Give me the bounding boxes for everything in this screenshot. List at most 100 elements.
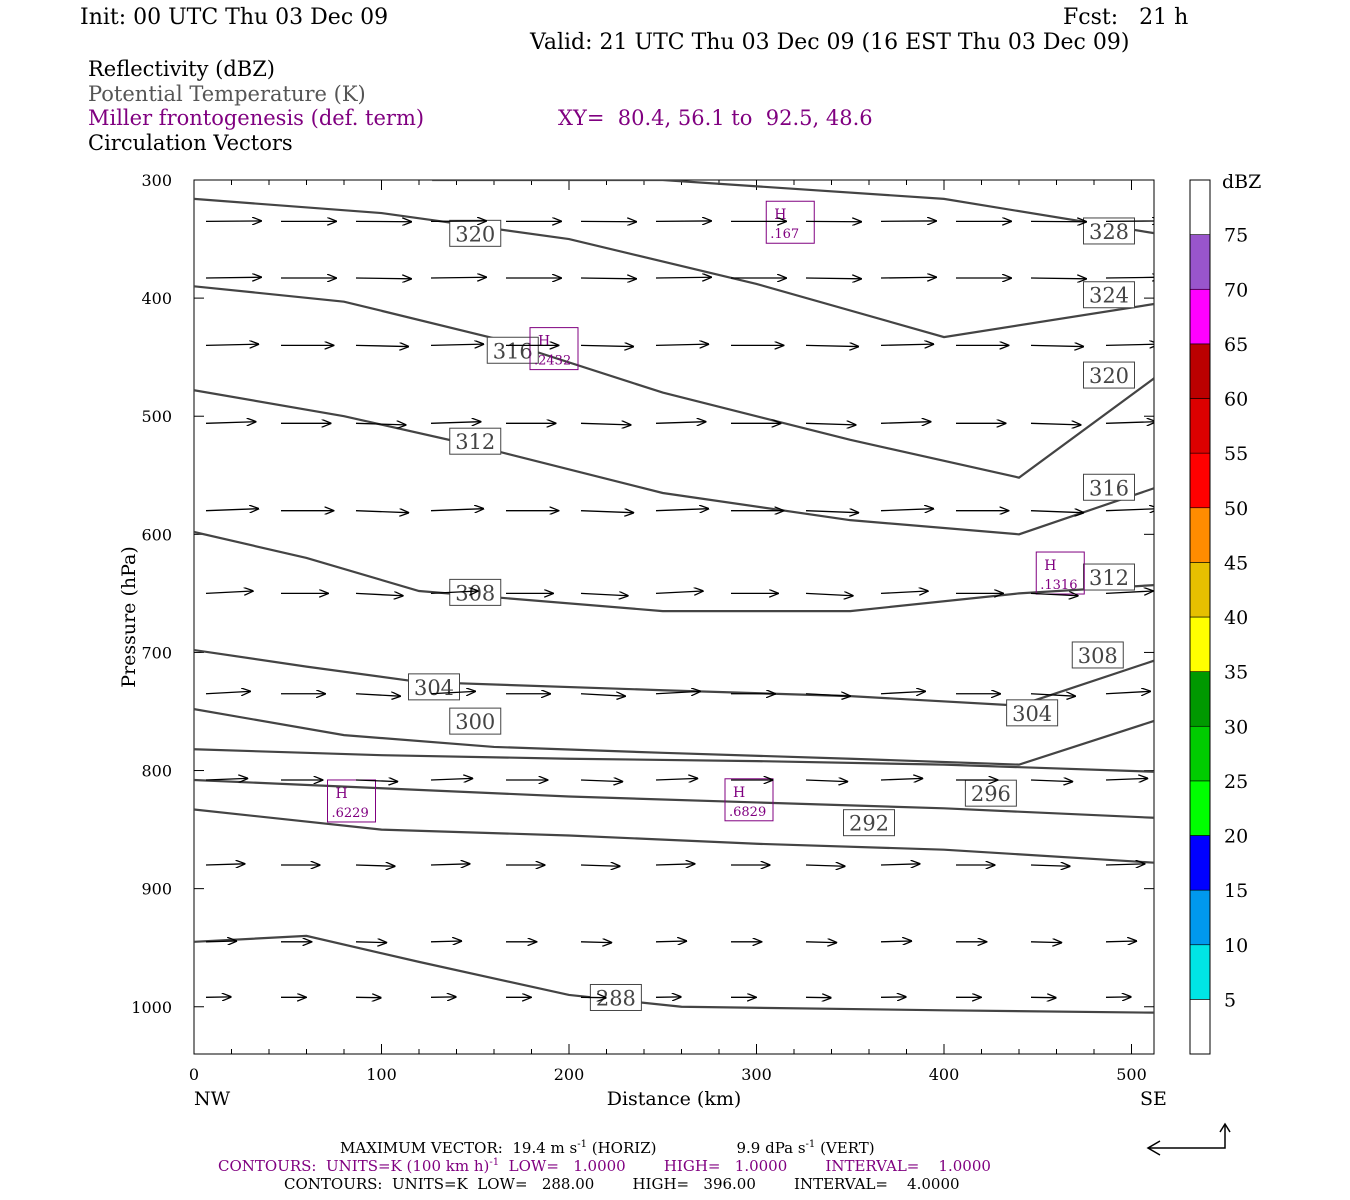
circulation-vector — [430, 691, 475, 693]
colorbar-tick-label: 65 — [1224, 334, 1248, 356]
circulation-vector — [1030, 593, 1078, 595]
max-vector-horiz-exp: -1 — [577, 1139, 587, 1150]
circulation-vector — [430, 422, 481, 424]
theta-contour-line — [194, 197, 1154, 339]
circulation-vector — [880, 864, 920, 865]
theta-contour-label: 308 — [1078, 644, 1118, 668]
circulation-vector — [1105, 422, 1154, 424]
contours-frontogenesis-units: CONTOURS: UNITS=K (100 km h) — [218, 1157, 490, 1175]
colorbar-frame — [1189, 179, 1211, 1055]
circulation-vector — [1105, 509, 1154, 511]
circulation-vector — [1030, 345, 1083, 346]
circulation-vector — [430, 864, 470, 865]
circulation-vector — [205, 941, 236, 942]
theta-contour-label: 312 — [455, 430, 495, 454]
theta-contour-line — [194, 389, 1154, 536]
theta-contour-label-box — [964, 779, 1017, 807]
circulation-vector — [430, 778, 472, 780]
max-vector-vert-tag: (VERT) — [815, 1139, 875, 1157]
circulation-vector — [205, 778, 247, 780]
x-tick-label: 400 — [929, 1065, 960, 1084]
colorbar-tick-label: 20 — [1224, 826, 1248, 848]
colorbar-tick-label: 25 — [1224, 771, 1248, 793]
circulation-vector — [655, 344, 708, 345]
x-tick-label: 300 — [741, 1065, 772, 1084]
vector-group — [205, 221, 1154, 998]
theta-contour-label: 312 — [1089, 566, 1129, 590]
circulation-vector — [205, 344, 258, 345]
circulation-vector — [1105, 778, 1147, 780]
circulation-vector — [655, 941, 686, 942]
circulation-vector — [880, 509, 933, 511]
circulation-vector — [430, 941, 461, 942]
x-tick-label: 0 — [189, 1065, 199, 1084]
circulation-vector — [805, 942, 836, 943]
circulation-vector — [205, 277, 261, 278]
y-tick-label: 500 — [141, 407, 172, 426]
colorbar-segment — [1189, 343, 1211, 399]
frontogenesis-high-value: .1316 — [1040, 578, 1077, 593]
theta-contour-label: 288 — [596, 986, 636, 1010]
x-axis-title: Distance (km) — [607, 1088, 742, 1110]
theta-contour-label: 304 — [1012, 702, 1052, 726]
colorbar-segment — [1189, 507, 1211, 563]
theta-contour-line — [432, 180, 1154, 235]
colorbar-segment — [1189, 452, 1211, 509]
plot-frame — [193, 179, 1155, 1055]
colorbar-tick-label: 15 — [1224, 880, 1248, 902]
circulation-vector — [1030, 511, 1083, 513]
circulation-vector — [880, 344, 933, 345]
x-end-label-nw: NW — [194, 1088, 231, 1110]
circulation-vector — [430, 344, 483, 345]
colorbar-segment — [1189, 398, 1211, 454]
theta-contour-group — [194, 180, 1154, 1014]
colorbar-segment — [1189, 835, 1211, 891]
circulation-vector — [580, 942, 611, 943]
circulation-vector — [580, 278, 636, 279]
colorbar-segment — [1189, 725, 1211, 782]
colorbar-segment — [1189, 562, 1211, 618]
reference-vector-head-up — [1219, 1122, 1231, 1133]
circulation-vector — [1105, 864, 1145, 865]
theta-contour-line — [194, 778, 1154, 819]
frontogenesis-high-box — [1035, 551, 1085, 595]
colorbar-segment — [1189, 671, 1211, 727]
theta-contour-label-box — [1083, 281, 1135, 309]
field-miller: Miller frontogenesis (def. term) — [88, 106, 425, 130]
colorbar-segment — [1189, 999, 1211, 1055]
colorbar-tick-label: 70 — [1224, 279, 1248, 301]
circulation-vector — [355, 694, 400, 696]
frontogenesis-high-marker: H — [538, 334, 550, 350]
init-time: Init: 00 UTC Thu 03 Dec 09 — [80, 5, 389, 30]
circulation-vector — [655, 422, 706, 424]
y-tick-label: 600 — [141, 525, 172, 544]
reference-vector — [1148, 1124, 1226, 1149]
colorbar-tick-label: 10 — [1224, 935, 1248, 957]
circulation-vector — [805, 865, 845, 866]
circulation-vector — [205, 509, 258, 511]
theta-contour-line — [194, 708, 1154, 766]
circulation-vector — [1030, 423, 1081, 425]
theta-contour-label: 292 — [849, 812, 889, 836]
cross-section-endpoints: XY= 80.4, 56.1 to 92.5, 48.6 — [558, 106, 873, 130]
theta-contour-label-box — [843, 809, 895, 837]
max-vector-vert-exp: -1 — [805, 1139, 816, 1150]
theta-contour-line — [194, 808, 1154, 864]
theta-contour-label-box — [408, 673, 460, 701]
x-tick-label: 100 — [366, 1065, 397, 1084]
circulation-vector — [355, 278, 411, 279]
x-tick-label: 500 — [1116, 1065, 1147, 1084]
colorbar-segment — [1189, 234, 1211, 290]
circulation-vector — [580, 780, 622, 782]
y-tick-label: 1000 — [131, 998, 172, 1017]
circulation-vector — [880, 778, 922, 780]
circulation-vector — [1030, 865, 1070, 866]
circulation-vector — [580, 511, 633, 513]
colorbar-tick-label: 5 — [1224, 989, 1236, 1011]
circulation-vector — [430, 277, 486, 278]
contours-theta: CONTOURS: UNITS=K LOW= 288.00 HIGH= 396.… — [284, 1175, 960, 1193]
theta-contour-label: 308 — [455, 581, 495, 605]
circulation-vector — [880, 422, 931, 424]
y-axis-title: Pressure (hPa) — [118, 546, 140, 688]
